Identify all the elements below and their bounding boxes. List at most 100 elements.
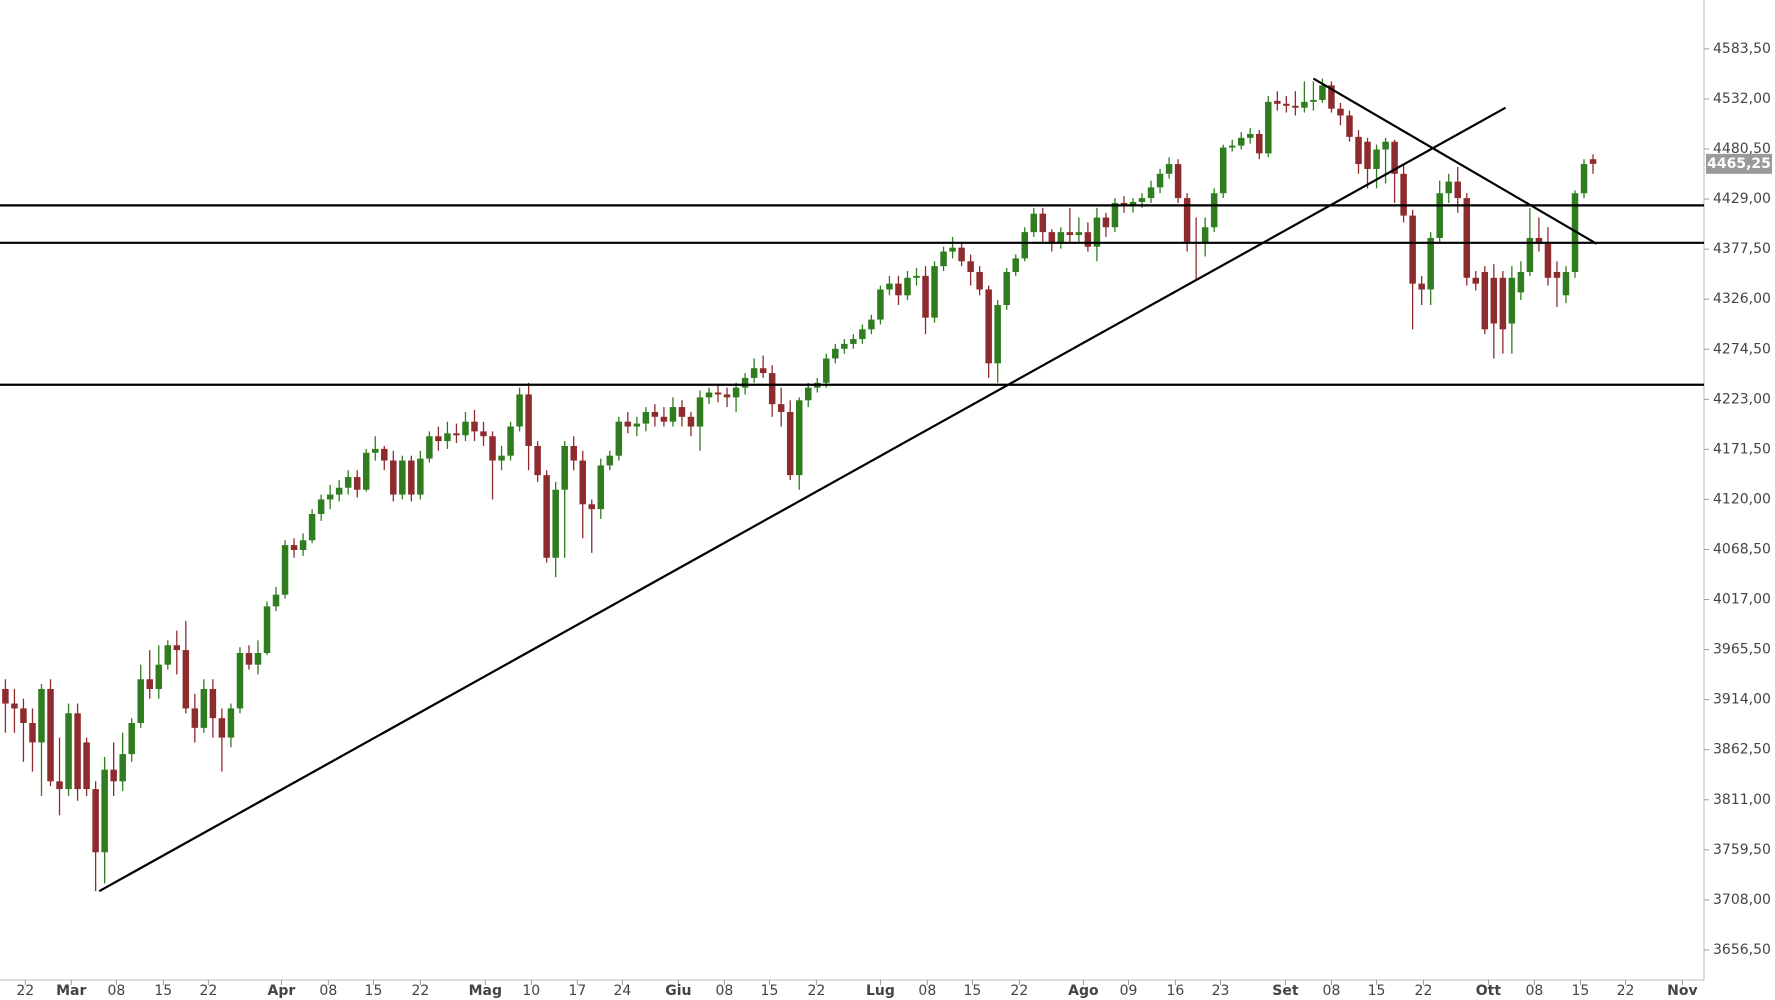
candle-body	[1111, 202, 1119, 228]
y-tick-label: 4429,00	[1713, 191, 1771, 207]
candle-body	[119, 754, 126, 782]
candle-body	[1544, 243, 1552, 278]
x-tick-label: 08	[918, 983, 936, 999]
y-tick-label: 4120,00	[1713, 491, 1771, 507]
candle-body	[931, 266, 938, 318]
candle-body	[922, 275, 929, 318]
candle-body	[1274, 100, 1281, 104]
candle-body	[615, 421, 623, 456]
candle-body	[1228, 145, 1236, 148]
candle-body	[399, 460, 406, 495]
candle-body	[146, 679, 153, 689]
x-tick-label: Ott	[1476, 983, 1502, 999]
candle-body	[1355, 136, 1362, 165]
candle-body	[823, 358, 830, 383]
candle-body	[408, 460, 415, 495]
candle-body	[164, 645, 172, 665]
candle-body	[759, 368, 767, 374]
candle-body	[173, 645, 181, 651]
candle-body	[561, 445, 568, 490]
candle-body	[1373, 149, 1380, 169]
candle-body	[353, 477, 361, 490]
candle-body	[200, 688, 208, 728]
candle-body	[651, 411, 659, 417]
candle-body	[1210, 193, 1218, 228]
candle-body	[236, 653, 244, 709]
x-tick-label: 09	[1120, 983, 1138, 999]
candle-body	[570, 445, 577, 461]
candle-body	[1337, 108, 1344, 116]
candle-body	[209, 688, 217, 719]
candle-body	[832, 348, 839, 359]
candle-body	[606, 455, 614, 466]
x-tick-label: 08	[319, 983, 337, 999]
candle-body	[1237, 137, 1245, 146]
candle-body	[390, 460, 397, 495]
candle-body	[137, 679, 144, 723]
candle-body	[92, 789, 99, 853]
candle-body	[65, 713, 72, 790]
y-tick-label: 3811,00	[1713, 792, 1771, 808]
x-tick-label: 08	[715, 983, 733, 999]
candle-body	[110, 769, 117, 782]
candle-body	[525, 394, 532, 446]
x-tick-label: 15	[1368, 983, 1386, 999]
candle-body	[1580, 164, 1588, 194]
x-tick-label: Apr	[268, 983, 296, 999]
y-tick-label: 4068,50	[1713, 541, 1771, 557]
candle-body	[272, 594, 280, 607]
candle-body	[1553, 271, 1561, 278]
candle-body	[471, 421, 478, 432]
candle-body	[1382, 141, 1389, 150]
candle-body	[1156, 173, 1164, 188]
x-tick-label: 10	[522, 983, 540, 999]
candle-body	[453, 433, 460, 436]
candle-body	[1129, 201, 1137, 206]
candle-body	[1256, 133, 1263, 154]
candle-body	[516, 394, 523, 427]
candle-body	[507, 426, 514, 456]
x-tick-label: Mag	[469, 983, 502, 999]
candle-body	[1265, 101, 1272, 154]
candle-body	[1219, 147, 1227, 194]
candle-body	[155, 664, 163, 689]
candle-body	[877, 289, 884, 320]
candle-body	[38, 688, 45, 743]
candle-body	[254, 653, 262, 665]
candle-body	[344, 477, 352, 488]
x-tick-label: 22	[411, 983, 429, 999]
candle-body	[362, 452, 370, 490]
y-tick-label: 3708,00	[1713, 892, 1771, 908]
candle-body	[1454, 181, 1461, 199]
x-tick-label: Giu	[665, 983, 691, 999]
candle-body	[1301, 101, 1308, 108]
candle-body	[1021, 232, 1028, 259]
candle-body	[1517, 271, 1525, 293]
candle-body	[976, 271, 983, 290]
x-tick-label: 24	[614, 983, 632, 999]
y-tick-label: 3759,50	[1713, 842, 1771, 858]
y-tick-label: 4274,50	[1713, 341, 1771, 357]
y-tick-label: 3862,50	[1713, 742, 1771, 758]
candle-body	[1409, 215, 1416, 284]
candle-body	[56, 781, 63, 790]
y-tick-label: 4480,50	[1713, 141, 1771, 157]
candle-body	[1391, 141, 1398, 174]
candle-body	[1174, 164, 1182, 199]
candle-body	[895, 283, 902, 296]
candle-body	[462, 421, 469, 436]
y-tick-label: 4171,50	[1713, 441, 1771, 457]
candle-body	[1319, 85, 1326, 100]
candle-body	[940, 251, 947, 267]
candle-body	[290, 545, 298, 550]
candle-body	[1400, 173, 1407, 216]
x-tick-label: 22	[1617, 983, 1635, 999]
candle-body	[83, 742, 90, 790]
y-tick-label: 4326,00	[1713, 291, 1771, 307]
candle-body	[597, 465, 605, 510]
x-tick-label: Set	[1272, 983, 1299, 999]
candle-body	[11, 703, 18, 709]
x-tick-label: Ago	[1068, 983, 1099, 999]
candle-body	[1066, 232, 1074, 236]
